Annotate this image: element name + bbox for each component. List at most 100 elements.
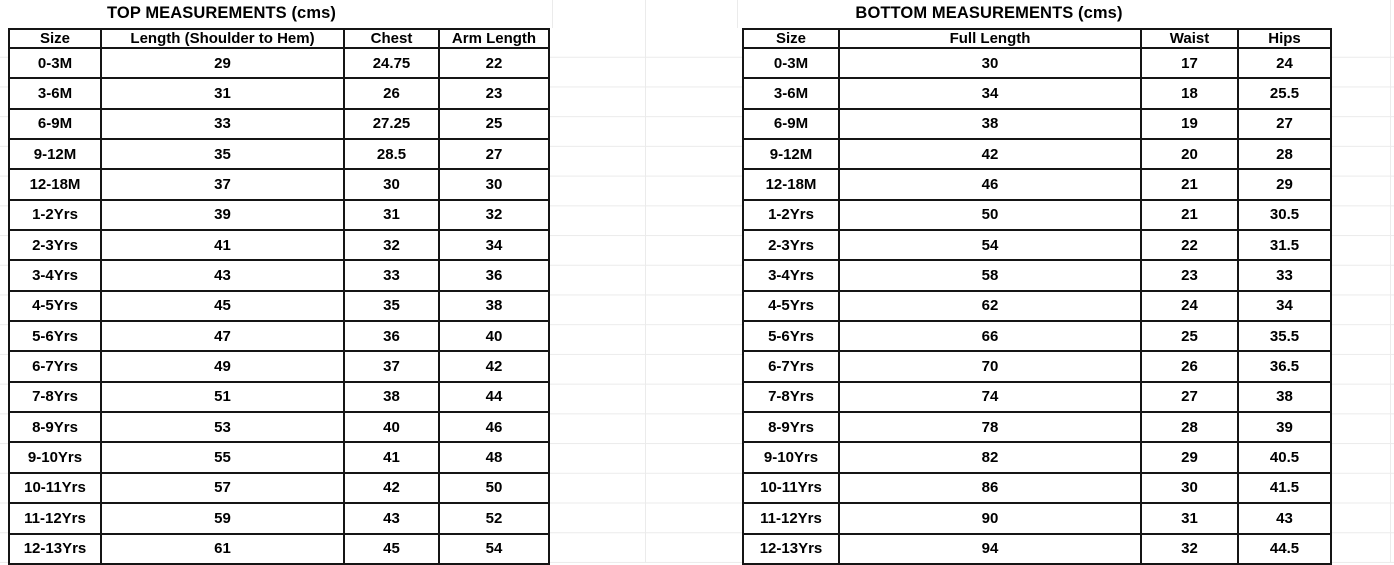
measurement-cell: 30 <box>343 168 440 201</box>
measurement-cell: 23 <box>438 77 550 110</box>
measurement-cell: 31 <box>1140 502 1239 535</box>
measurement-cell: 32 <box>1140 532 1239 565</box>
size-cell: 4-5Yrs <box>8 289 102 323</box>
measurement-cell: 59 <box>100 502 345 535</box>
size-cell: 4-5Yrs <box>742 289 840 323</box>
measurement-cell: 50 <box>438 471 550 505</box>
measurement-cell: 70 <box>838 350 1142 383</box>
spreadsheet-column-gridline <box>645 0 646 563</box>
size-cell: 10-11Yrs <box>8 471 102 505</box>
measurement-cell: 24 <box>1237 46 1332 80</box>
measurement-cell: 27 <box>1237 107 1332 141</box>
size-cell: 7-8Yrs <box>8 380 102 414</box>
measurement-cell: 45 <box>100 289 345 323</box>
table-row: 3-4Yrs 58 23 33 <box>742 259 1332 292</box>
measurement-cell: 25 <box>1140 320 1239 353</box>
size-cell: 9-10Yrs <box>742 441 840 474</box>
measurement-cell: 62 <box>838 289 1142 323</box>
measurement-cell: 49 <box>100 350 345 383</box>
table-row: 9-12M 42 20 28 <box>742 138 1332 171</box>
table-row: 0-3M 30 17 24 <box>742 46 1332 80</box>
measurement-cell: 66 <box>838 320 1142 353</box>
table-row: 9-10Yrs 82 29 40.5 <box>742 441 1332 474</box>
header-row: Size Full Length Waist Hips <box>742 28 1332 49</box>
measurement-cell: 33 <box>343 259 440 292</box>
measurement-cell: 51 <box>100 380 345 414</box>
column-header: Hips <box>1237 28 1332 49</box>
bottom-measurements-table: Size Full Length Waist Hips 0-3M 30 17 24 3-6M 3… <box>742 28 1332 565</box>
measurement-cell: 34 <box>1237 289 1332 323</box>
spreadsheet-column-gridline <box>1390 0 1391 563</box>
measurement-cell: 22 <box>1140 229 1239 262</box>
measurement-cell: 44.5 <box>1237 532 1332 565</box>
spreadsheet-column-gridline <box>552 0 553 28</box>
measurement-cell: 29 <box>1237 168 1332 201</box>
measurement-cell: 33 <box>100 107 345 141</box>
measurement-cell: 31.5 <box>1237 229 1332 262</box>
table-row: 3-4Yrs 43 33 36 <box>8 259 550 292</box>
measurement-cell: 47 <box>100 320 345 353</box>
measurement-cell: 86 <box>838 471 1142 505</box>
table-row: 12-13Yrs 94 32 44.5 <box>742 532 1332 565</box>
size-cell: 5-6Yrs <box>742 320 840 353</box>
top-measurements-table: Size Length (Shoulder to Hem) Chest Arm Len… <box>8 28 550 565</box>
size-cell: 9-12M <box>8 138 102 171</box>
table-row: 6-9M 33 27.25 25 <box>8 107 550 141</box>
measurement-cell: 30 <box>838 46 1142 80</box>
table-row: 2-3Yrs 41 32 34 <box>8 229 550 262</box>
table-row: 1-2Yrs 50 21 30.5 <box>742 198 1332 232</box>
measurement-cell: 94 <box>838 532 1142 565</box>
measurement-cell: 19 <box>1140 107 1239 141</box>
size-cell: 6-9M <box>742 107 840 141</box>
table-row: 7-8Yrs 51 38 44 <box>8 380 550 414</box>
table-row: 11-12Yrs 59 43 52 <box>8 502 550 535</box>
size-cell: 1-2Yrs <box>8 198 102 232</box>
table-row: 6-9M 38 19 27 <box>742 107 1332 141</box>
measurement-cell: 46 <box>838 168 1142 201</box>
measurement-cell: 37 <box>100 168 345 201</box>
table-row: 6-7Yrs 70 26 36.5 <box>742 350 1332 383</box>
measurement-cell: 35 <box>343 289 440 323</box>
size-cell: 11-12Yrs <box>8 502 102 535</box>
table-row: 12-13Yrs 61 45 54 <box>8 532 550 565</box>
measurement-cell: 39 <box>1237 411 1332 444</box>
table-row: 6-7Yrs 49 37 42 <box>8 350 550 383</box>
table-row: 4-5Yrs 62 24 34 <box>742 289 1332 323</box>
measurement-cell: 39 <box>100 198 345 232</box>
measurement-cell: 27 <box>1140 380 1239 414</box>
size-cell: 8-9Yrs <box>742 411 840 444</box>
measurement-cell: 57 <box>100 471 345 505</box>
table-row: 12-18M 46 21 29 <box>742 168 1332 201</box>
measurement-cell: 48 <box>438 441 550 474</box>
table-row: 3-6M 34 18 25.5 <box>742 77 1332 110</box>
table-row: 8-9Yrs 53 40 46 <box>8 411 550 444</box>
measurement-cell: 40 <box>343 411 440 444</box>
size-cell: 3-6M <box>8 77 102 110</box>
measurement-cell: 55 <box>100 441 345 474</box>
measurement-cell: 29 <box>1140 441 1239 474</box>
measurement-cell: 35 <box>100 138 345 171</box>
size-cell: 6-7Yrs <box>742 350 840 383</box>
measurement-cell: 18 <box>1140 77 1239 110</box>
size-cell: 3-6M <box>742 77 840 110</box>
measurement-cell: 43 <box>1237 502 1332 535</box>
measurement-cell: 53 <box>100 411 345 444</box>
size-cell: 6-9M <box>8 107 102 141</box>
table-row: 10-11Yrs 86 30 41.5 <box>742 471 1332 505</box>
measurement-cell: 41.5 <box>1237 471 1332 505</box>
spreadsheet-column-gridline <box>737 0 738 28</box>
measurement-cell: 17 <box>1140 46 1239 80</box>
top-measurements-title: TOP MEASUREMENTS (cms) <box>107 4 336 22</box>
table-row: 11-12Yrs 90 31 43 <box>742 502 1332 535</box>
measurement-cell: 28 <box>1140 411 1239 444</box>
table-row: 10-11Yrs 57 42 50 <box>8 471 550 505</box>
size-cell: 0-3M <box>742 46 840 80</box>
measurement-cell: 54 <box>438 532 550 565</box>
table-row: 9-10Yrs 55 41 48 <box>8 441 550 474</box>
table-row: 2-3Yrs 54 22 31.5 <box>742 229 1332 262</box>
measurement-cell: 82 <box>838 441 1142 474</box>
size-cell: 12-13Yrs <box>8 532 102 565</box>
column-header: Full Length <box>838 28 1142 49</box>
measurement-cell: 23 <box>1140 259 1239 292</box>
measurement-cell: 61 <box>100 532 345 565</box>
